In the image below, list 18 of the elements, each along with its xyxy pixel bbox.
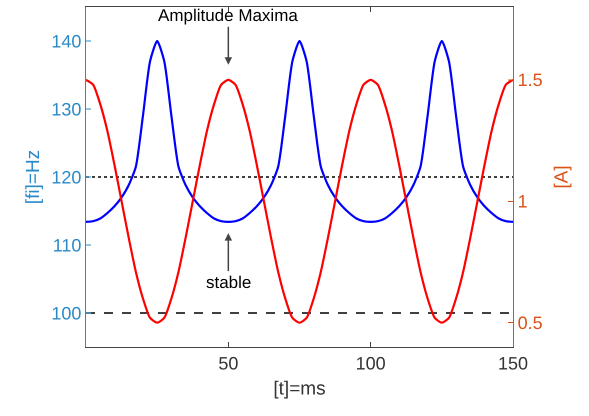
- x-tick-label: 100: [356, 354, 386, 374]
- y-axis-title: [fi]=Hz: [23, 150, 44, 204]
- x-tick-label: 50: [218, 354, 238, 374]
- y-tick-label: 120: [51, 167, 82, 188]
- annotation: stable: [206, 273, 252, 292]
- x-tick-label: 150: [498, 354, 528, 374]
- line-series: [86, 40, 513, 223]
- y-tick-label: 140: [51, 31, 82, 52]
- y-tick-label: 130: [51, 99, 82, 120]
- y2-tick-label: 0.5: [518, 313, 543, 334]
- y-tick-label: 110: [52, 235, 82, 256]
- y2-tick-label: 1.5: [518, 70, 543, 90]
- y2-tick-label: 1: [518, 192, 528, 212]
- y2-axis-title: [A]: [551, 165, 572, 189]
- x-axis-title: [t]=ms: [273, 378, 326, 400]
- y-tick-label: 100: [51, 303, 82, 324]
- annotation: Amplitude Maxima: [158, 6, 298, 25]
- line-series: [86, 78, 513, 324]
